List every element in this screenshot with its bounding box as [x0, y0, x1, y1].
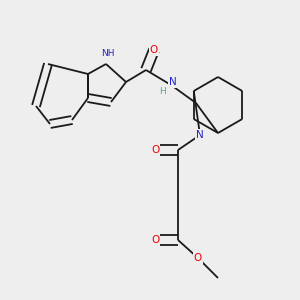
Text: O: O: [151, 235, 159, 245]
Text: H: H: [160, 86, 167, 95]
Text: O: O: [150, 45, 158, 55]
Text: N: N: [196, 130, 204, 140]
Text: O: O: [194, 253, 202, 263]
Text: NH: NH: [101, 50, 115, 58]
Text: O: O: [151, 145, 159, 155]
Text: N: N: [169, 77, 177, 87]
